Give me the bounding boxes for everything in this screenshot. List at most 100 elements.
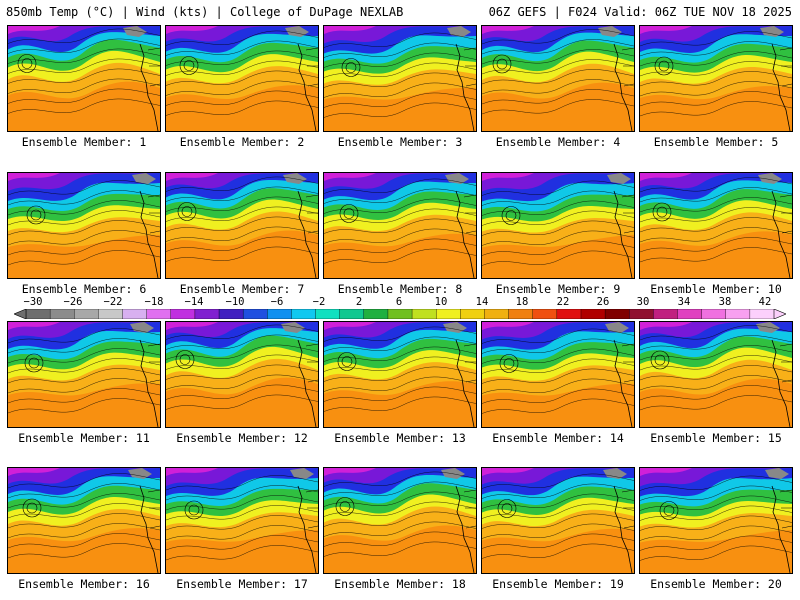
- map-title: 850mb Temp (°C) | Wind (kts) | College o…: [6, 5, 404, 19]
- height-contour: [324, 471, 476, 487]
- height-contour: [166, 324, 318, 340]
- coastline: [613, 485, 633, 573]
- ensemble-panel-2[interactable]: [165, 25, 319, 132]
- height-contour: [166, 485, 318, 501]
- coastline: [771, 190, 791, 278]
- height-contour: [640, 395, 792, 411]
- height-contour: [482, 523, 634, 539]
- height-contour: [8, 210, 160, 226]
- height-contour: [640, 51, 792, 67]
- low-pressure-contour: [654, 56, 674, 76]
- height-contour: [166, 80, 318, 96]
- colorbar-swatch: [508, 309, 534, 319]
- member-caption: Ensemble Member: 8: [337, 282, 463, 296]
- temperature-map: [8, 173, 160, 278]
- height-contour: [324, 376, 476, 392]
- terrain-mask: [283, 173, 307, 184]
- colorbar-swatch: [387, 309, 413, 319]
- low-pressure-contour: [663, 505, 675, 516]
- height-contour: [482, 69, 634, 85]
- height-contour: [166, 216, 318, 232]
- height-contour: [166, 384, 318, 400]
- ensemble-panel-3[interactable]: [323, 25, 477, 132]
- height-contour: [166, 515, 318, 531]
- height-contour: [640, 71, 792, 87]
- height-contour: [640, 101, 792, 117]
- ensemble-panel-15[interactable]: [639, 321, 793, 428]
- height-contour: [8, 220, 160, 236]
- ensemble-panel-10[interactable]: [639, 172, 793, 279]
- ensemble-panel-1[interactable]: [7, 25, 161, 132]
- low-pressure-contour: [337, 352, 357, 371]
- height-contour: [166, 206, 318, 222]
- ensemble-panel-6[interactable]: [7, 172, 161, 279]
- member-caption: Ensemble Member: 2: [179, 135, 305, 149]
- coastline: [139, 190, 159, 278]
- height-contour: [482, 240, 634, 256]
- colorbar-swatch: [339, 309, 365, 319]
- height-contour: [482, 59, 634, 75]
- state-borders: [621, 343, 634, 383]
- state-borders: [621, 489, 634, 529]
- low-pressure-contour: [501, 206, 521, 225]
- temperature-band: [166, 173, 218, 181]
- coastline: [613, 43, 633, 131]
- temperature-map: [482, 173, 634, 278]
- low-pressure-contour: [183, 60, 195, 71]
- height-contour: [482, 89, 634, 105]
- height-contour: [324, 188, 476, 204]
- colorbar-tick: −14: [184, 296, 204, 308]
- terrain-mask: [447, 26, 471, 37]
- ensemble-panel-12[interactable]: [165, 321, 319, 428]
- height-contour: [8, 250, 160, 266]
- ensemble-panel-13[interactable]: [323, 321, 477, 428]
- ensemble-panel-16[interactable]: [7, 467, 161, 574]
- height-contour: [482, 368, 634, 384]
- ensemble-panel-19[interactable]: [481, 467, 635, 574]
- height-contour: [640, 41, 792, 57]
- ensemble-panel-4[interactable]: [481, 25, 635, 132]
- height-contour: [166, 475, 318, 491]
- temperature-map: [166, 173, 318, 278]
- member-caption: Ensemble Member: 16: [18, 577, 150, 591]
- height-contour: [8, 68, 160, 84]
- ensemble-panel-18[interactable]: [323, 467, 477, 574]
- temperature-band: [640, 26, 692, 34]
- height-contour: [482, 79, 634, 95]
- height-contour: [166, 226, 318, 242]
- colorbar-tick: 2: [355, 296, 363, 308]
- height-contour: [640, 187, 792, 203]
- height-contour: [640, 31, 792, 47]
- low-pressure-contour: [177, 202, 197, 221]
- ensemble-panel-11[interactable]: [7, 321, 161, 428]
- colorbar-swatch: [460, 309, 486, 319]
- colorbar-tick: 22: [556, 296, 570, 308]
- colorbar-min-arrow: [14, 309, 27, 319]
- ensemble-panel-20[interactable]: [639, 467, 793, 574]
- low-pressure-contour: [654, 354, 666, 366]
- colorbar-swatch: [677, 309, 703, 319]
- height-contour: [482, 348, 634, 364]
- ensemble-panel-5[interactable]: [639, 25, 793, 132]
- height-contour: [8, 200, 160, 216]
- ensemble-panel-9[interactable]: [481, 172, 635, 279]
- ensemble-panel-14[interactable]: [481, 321, 635, 428]
- height-contour: [482, 503, 634, 519]
- coastline: [139, 339, 159, 427]
- ensemble-panel-17[interactable]: [165, 467, 319, 574]
- height-contour: [482, 493, 634, 509]
- coastline: [771, 43, 791, 131]
- height-contour: [482, 190, 634, 206]
- ensemble-panel-8[interactable]: [323, 172, 477, 279]
- colorbar-tick: −22: [103, 296, 123, 308]
- colorbar-swatch: [701, 309, 727, 319]
- height-contour: [8, 78, 160, 94]
- low-pressure-contour: [339, 204, 359, 223]
- coastline: [613, 339, 633, 427]
- temperature-map: [482, 322, 634, 427]
- height-contour: [324, 208, 476, 224]
- colorbar-swatch: [194, 309, 220, 319]
- ensemble-panel-7[interactable]: [165, 172, 319, 279]
- temperature-band: [640, 468, 792, 487]
- colorbar-swatch: [629, 309, 655, 319]
